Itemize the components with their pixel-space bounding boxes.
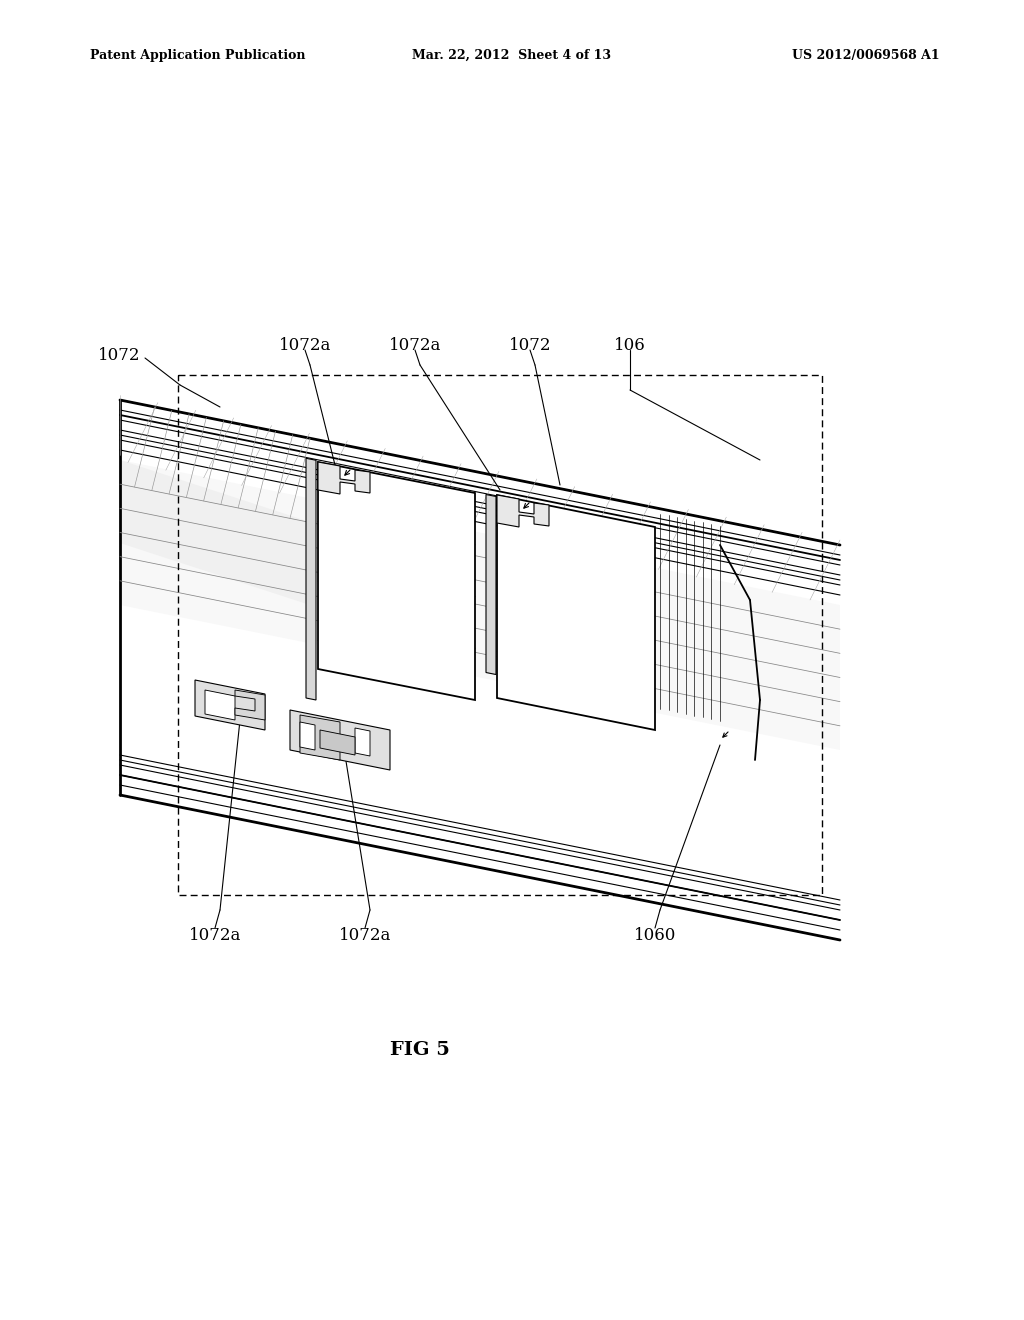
Text: 1072: 1072	[509, 337, 551, 354]
Polygon shape	[300, 722, 315, 750]
Text: 1072a: 1072a	[389, 337, 441, 354]
Text: 1072: 1072	[97, 346, 140, 363]
Text: Mar. 22, 2012  Sheet 4 of 13: Mar. 22, 2012 Sheet 4 of 13	[413, 49, 611, 62]
Polygon shape	[195, 680, 265, 730]
Polygon shape	[318, 462, 370, 494]
Polygon shape	[497, 495, 549, 527]
Text: 106: 106	[614, 337, 646, 354]
Text: FIG 5: FIG 5	[390, 1041, 450, 1059]
Polygon shape	[234, 690, 265, 719]
Text: 1060: 1060	[634, 927, 676, 944]
Polygon shape	[355, 729, 370, 756]
Text: 1072a: 1072a	[339, 927, 391, 944]
Text: Patent Application Publication: Patent Application Publication	[90, 49, 305, 62]
Text: 1072a: 1072a	[188, 927, 242, 944]
Polygon shape	[306, 458, 316, 700]
Polygon shape	[318, 462, 475, 700]
Polygon shape	[120, 459, 840, 750]
Polygon shape	[290, 710, 390, 770]
Polygon shape	[486, 495, 496, 675]
Polygon shape	[497, 495, 655, 730]
Text: US 2012/0069568 A1: US 2012/0069568 A1	[793, 49, 940, 62]
Polygon shape	[120, 459, 310, 605]
Polygon shape	[319, 730, 355, 755]
Polygon shape	[205, 690, 234, 719]
Text: 1072a: 1072a	[279, 337, 331, 354]
Polygon shape	[300, 715, 340, 760]
